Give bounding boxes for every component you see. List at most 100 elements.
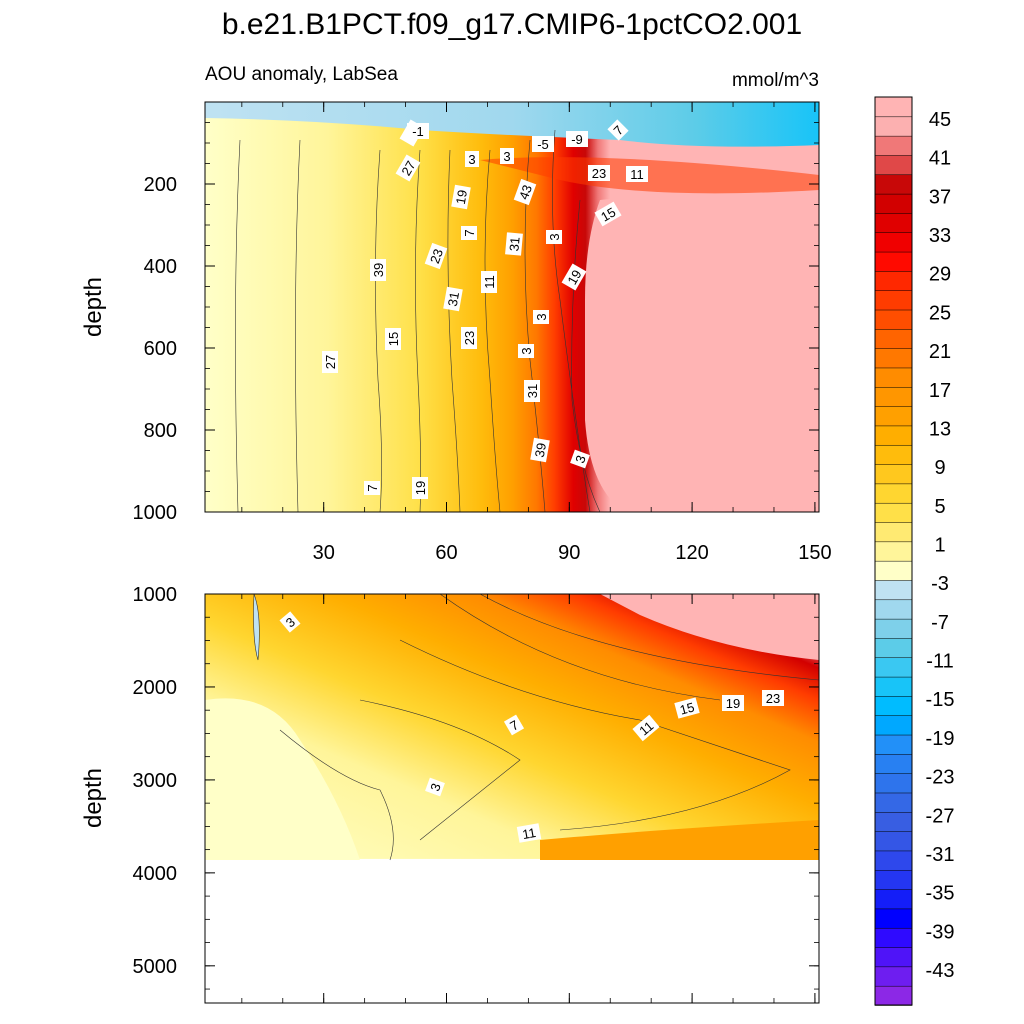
contour-label-text: 3 [468, 152, 475, 167]
contour-label: 11 [516, 823, 542, 843]
contour-label-bg [594, 201, 622, 227]
contour-label-text: 7 [365, 484, 380, 491]
contour-label: 7 [607, 119, 629, 141]
lower-max-region [600, 594, 819, 660]
contour-label-text: 3 [534, 313, 549, 320]
y-tick-label: 400 [144, 256, 177, 278]
upper-contour [295, 139, 301, 512]
contour-label-bg [588, 165, 610, 181]
y-tick-label: 3000 [133, 770, 178, 792]
upper-y-axis-label: depth [80, 277, 107, 337]
contour-label-bg [503, 714, 525, 736]
colorbar-frame [874, 96, 913, 1006]
contour-label: 43 [513, 178, 537, 206]
colorbar-swatch [874, 116, 913, 137]
contour-label-text: -9 [571, 132, 583, 147]
contour-label-text: 23 [427, 247, 446, 266]
colorbar-label: -31 [926, 844, 955, 866]
contour-label-bg [461, 226, 477, 240]
colorbar-swatch [874, 657, 913, 678]
colorbar-label: -15 [926, 689, 955, 711]
contour-label-text: 11 [630, 167, 644, 182]
contour-label: 39 [530, 437, 550, 463]
colorbar-swatch [874, 135, 913, 156]
colorbar-swatch [874, 212, 913, 233]
colorbar-label: -39 [926, 921, 955, 943]
contour-label-bg [632, 714, 660, 742]
colorbar-label: -35 [926, 883, 955, 905]
y-tick-label: 200 [144, 174, 177, 196]
colorbar-swatch [874, 521, 913, 543]
lower-contour [359, 699, 521, 841]
contour-label: 15 [674, 697, 700, 719]
contour-label-bg [513, 178, 537, 206]
colorbar-swatch [874, 463, 913, 485]
contour-label-text: 11 [482, 275, 497, 289]
contour-label-text: 15 [598, 204, 618, 224]
upper-contour [571, 199, 601, 512]
contour-label: 31 [524, 380, 540, 402]
colorbar-label: -43 [926, 960, 955, 982]
contour-label-bg [533, 310, 549, 324]
contour-label-text: 15 [678, 699, 696, 717]
x-tick-label: 60 [435, 542, 457, 564]
x-tick-label: 90 [558, 542, 580, 564]
contour-label-bg [481, 271, 497, 293]
chart-title: b.e21.B1PCT.f09_g17.CMIP6-1pctCO2.001 [222, 8, 802, 41]
colorbar-swatch [874, 985, 913, 1006]
lower-axes-frame [204, 593, 820, 1004]
contour-label-bg [461, 327, 477, 349]
contour-label: 15 [385, 328, 401, 350]
colorbar-label: 25 [929, 302, 951, 324]
y-tick-label: 1000 [133, 584, 178, 606]
contour-label: 23 [424, 242, 448, 270]
contour-label-text: 31 [506, 236, 522, 252]
contour-label: 19 [451, 184, 471, 210]
colorbar-label: 37 [929, 186, 951, 208]
contour-label: 7 [461, 226, 477, 240]
colorbar-swatch [874, 328, 913, 349]
colorbar-label: 5 [934, 496, 945, 518]
contour-label: 3 [425, 777, 445, 797]
contour-label: 7 [503, 714, 525, 736]
contour-label: 3 [500, 148, 514, 164]
upper-contour [447, 149, 461, 512]
colorbar-label: 21 [929, 341, 951, 363]
subtitle-left: AOU anomaly, LabSea [205, 64, 398, 85]
colorbar: 45 41 37 33 29 25 21 17 13 9 5 1 -3 -7 -11 -15 -19 -23 -27… [874, 96, 955, 1006]
colorbar-swatch [874, 174, 913, 195]
colorbar-label: -27 [926, 805, 955, 827]
upper-gradient-band [480, 157, 819, 194]
contour-label-text: 39 [532, 442, 549, 459]
contour-label-bg [566, 131, 588, 147]
y-tick-label: 600 [144, 338, 177, 360]
lower-negative-patch [253, 594, 260, 661]
contour-label-text: 3 [572, 453, 589, 465]
lower-bottom-band [540, 820, 819, 860]
colorbar-swatch [874, 888, 913, 910]
contour-label: 11 [632, 714, 660, 742]
upper-ticks: 200 400 600 800 1000 [133, 101, 819, 524]
upper-contour [375, 149, 382, 512]
colorbar-swatch [874, 444, 913, 465]
colorbar-swatch [874, 966, 913, 987]
contour-label-text: 3 [519, 347, 534, 354]
contour-label-text: -1 [412, 124, 424, 139]
contour-label-text: 11 [521, 825, 537, 842]
contour-label: 3 [546, 230, 562, 244]
colorbar-label: -3 [931, 573, 949, 595]
colorbar-label: -7 [931, 612, 949, 634]
contour-label-text: 19 [564, 267, 584, 287]
contour-label-bg [279, 611, 301, 633]
colorbar-swatch [874, 251, 913, 272]
contour-label-bg [674, 697, 700, 719]
lower-contour [399, 639, 791, 831]
colorbar-swatch [874, 869, 913, 890]
upper-contour-labels: -1-1-5-973327231119431572331339191131315… [322, 119, 648, 499]
contour-label-text: 23 [766, 691, 780, 706]
contour-label-bg [424, 242, 448, 270]
contour-label: 3 [570, 449, 590, 469]
contour-label-text: 27 [398, 158, 418, 178]
colorbar-swatch [874, 289, 913, 311]
colorbar-label: -11 [926, 651, 953, 673]
